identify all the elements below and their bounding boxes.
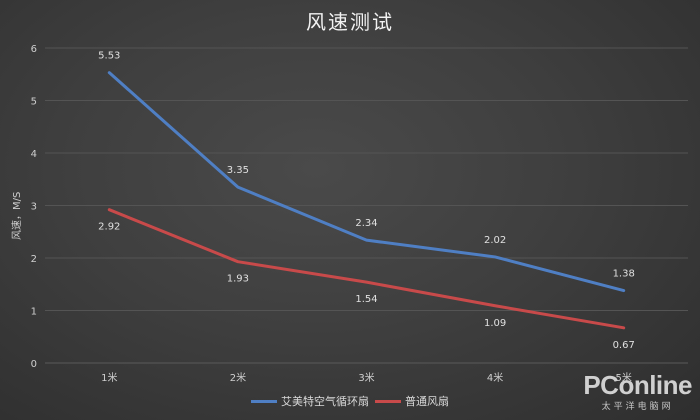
data-label: 1.93 xyxy=(227,274,249,285)
data-label: 3.35 xyxy=(227,165,249,176)
y-tick-label: 3 xyxy=(31,202,37,213)
y-tick-label: 0 xyxy=(31,359,37,370)
y-tick-label: 2 xyxy=(31,254,37,265)
x-tick-label: 2米 xyxy=(230,371,246,384)
y-tick-label: 4 xyxy=(31,149,37,160)
y-tick-label: 1 xyxy=(31,307,37,318)
x-tick-label: 5米 xyxy=(616,371,632,384)
legend-swatch-red xyxy=(375,399,401,403)
data-label: 1.54 xyxy=(355,294,377,305)
legend-item-series-1[interactable]: 艾美特空气循环扇 xyxy=(251,393,369,409)
data-label: 2.34 xyxy=(355,218,377,229)
y-tick-label: 5 xyxy=(31,97,37,108)
legend-label: 艾美特空气循环扇 xyxy=(281,395,369,408)
y-axis-ticks: 0 1 2 3 4 5 6 xyxy=(31,44,37,370)
x-tick-label: 1米 xyxy=(101,371,117,384)
series-line-1[interactable] xyxy=(107,71,626,293)
data-label: 2.02 xyxy=(484,235,506,246)
series-line-2[interactable] xyxy=(107,208,626,330)
legend-label: 普通风扇 xyxy=(405,395,449,408)
chart-title: 风速测试 xyxy=(306,10,394,34)
watermark-brand: PConline xyxy=(583,370,692,400)
data-label: 1.38 xyxy=(613,269,635,280)
x-tick-label: 4米 xyxy=(487,371,503,384)
legend-item-series-2[interactable]: 普通风扇 xyxy=(375,393,449,409)
series-lines xyxy=(107,71,626,330)
x-tick-label: 3米 xyxy=(358,371,374,384)
data-labels: 5.53 3.35 2.34 2.02 1.38 2.92 1.93 1.54 1.09 0.67 xyxy=(98,51,635,351)
y-tick-label: 6 xyxy=(31,44,37,55)
legend: 艾美特空气循环扇 普通风扇 xyxy=(0,393,700,409)
gridlines xyxy=(45,47,688,364)
data-label: 5.53 xyxy=(98,51,120,62)
watermark-subtitle: 太平洋电脑网 xyxy=(601,402,674,412)
data-label: 2.92 xyxy=(98,222,120,233)
watermark-logo: PConline 太平洋电脑网 xyxy=(583,372,692,412)
legend-swatch-blue xyxy=(251,399,277,403)
data-label: 1.09 xyxy=(484,318,506,329)
data-label: 0.67 xyxy=(613,340,635,351)
x-axis-ticks: 1米 2米 3米 4米 5米 xyxy=(101,371,632,384)
